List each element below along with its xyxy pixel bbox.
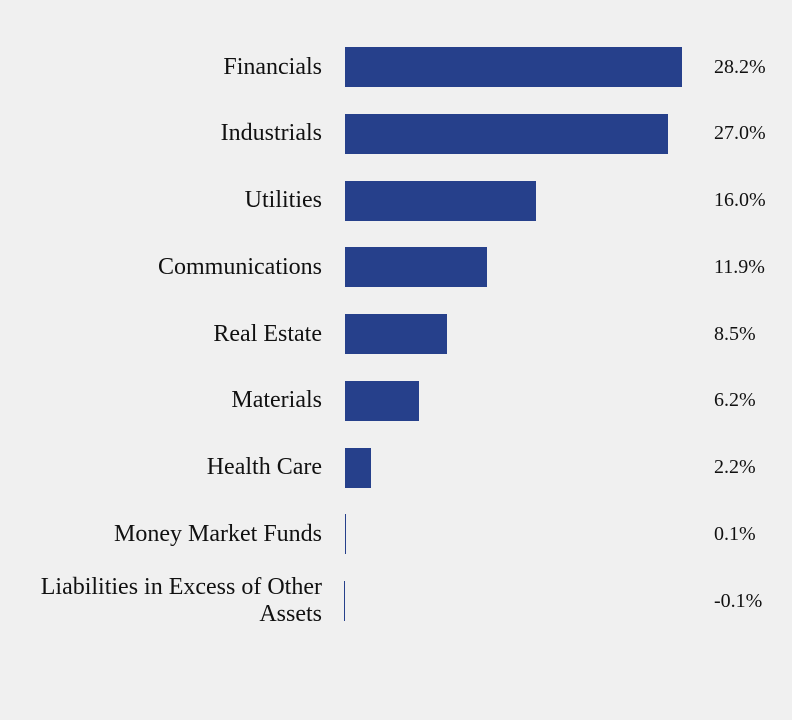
category-label: Financials <box>223 53 322 80</box>
category-label: Communications <box>158 253 322 280</box>
value-label: 2.2% <box>714 456 756 478</box>
bar <box>345 514 347 555</box>
bar <box>345 180 537 221</box>
value-label: -0.1% <box>714 589 763 612</box>
category-label: Money Market Funds <box>114 520 322 547</box>
bar <box>345 447 372 488</box>
bar <box>345 247 488 288</box>
value-label: 27.0% <box>714 122 766 145</box>
bar <box>345 380 420 421</box>
category-label: Real Estate <box>213 320 322 347</box>
bar <box>343 581 345 621</box>
value-label: 6.2% <box>714 389 756 412</box>
category-label: Health Care <box>206 454 322 480</box>
bar <box>345 314 447 354</box>
category-label: Liabilities in Excess of Other Assets <box>40 574 322 627</box>
value-label: 8.5% <box>714 322 756 345</box>
category-label: Industrials <box>220 120 322 147</box>
category-label: Utilities <box>244 187 322 213</box>
value-label: 11.9% <box>714 255 765 278</box>
bar <box>345 113 668 154</box>
bar <box>345 47 682 87</box>
category-label: Materials <box>231 387 322 414</box>
value-label: 16.0% <box>714 189 766 211</box>
value-label: 0.1% <box>714 522 756 545</box>
value-label: 28.2% <box>714 55 766 78</box>
